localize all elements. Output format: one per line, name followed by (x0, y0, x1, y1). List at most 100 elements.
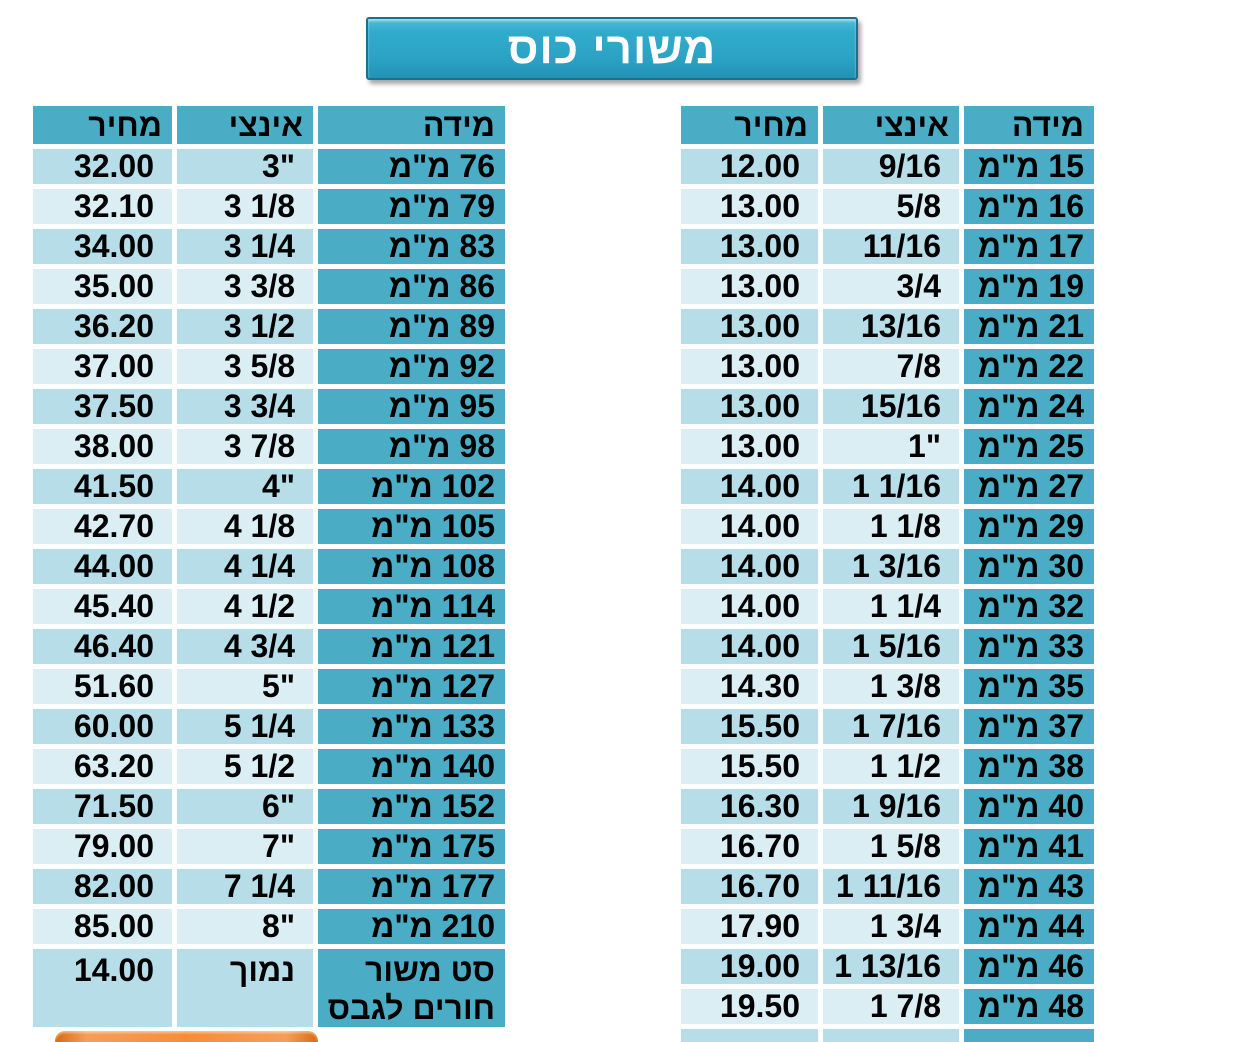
table-row (681, 1029, 1094, 1042)
table-row: 24 מ"מ 15/16 13.00 (681, 389, 1094, 424)
size-cell: 24 מ"מ (964, 389, 1094, 424)
table-row: 38 מ"מ 1 1/2 15.50 (681, 749, 1094, 784)
price-cell: 13.00 (681, 189, 818, 224)
price-cell: 85.00 (33, 909, 172, 944)
header-size: מידה (318, 106, 505, 144)
size-cell: 152 מ"מ (318, 789, 505, 824)
table-row: 133 מ"מ 5 1/4 60.00 (33, 709, 505, 744)
inch-cell: 1 13/16 (823, 949, 959, 984)
price-cell: 46.40 (33, 629, 172, 664)
table-header-row: מידה אינצי מחיר (33, 106, 505, 144)
inch-cell: 3 7/8 (177, 429, 313, 464)
inch-cell: 5/8 (823, 189, 959, 224)
table-row: 16 מ"מ 5/8 13.00 (681, 189, 1094, 224)
price-cell: 14.00 (681, 589, 818, 624)
size-cell: 35 מ"מ (964, 669, 1094, 704)
table-row: 41 מ"מ 1 5/8 16.70 (681, 829, 1094, 864)
size-cell: 41 מ"מ (964, 829, 1094, 864)
size-cell: 89 מ"מ (318, 309, 505, 344)
price-cell: 13.00 (681, 309, 818, 344)
price-cell: 37.50 (33, 389, 172, 424)
inch-cell: 4" (177, 469, 313, 504)
table-row: 46 מ"מ 1 13/16 19.00 (681, 949, 1094, 984)
orange-banner-top (55, 1031, 318, 1042)
size-cell: 43 מ"מ (964, 869, 1094, 904)
size-cell: 108 מ"מ (318, 549, 505, 584)
price-cell: 60.00 (33, 709, 172, 744)
price-cell: 17.90 (681, 909, 818, 944)
inch-cell: 8" (177, 909, 313, 944)
inch-cell: 3 3/4 (177, 389, 313, 424)
size-cell: 175 מ"מ (318, 829, 505, 864)
price-cell: 38.00 (33, 429, 172, 464)
price-cell: 14.00 (681, 469, 818, 504)
price-cell: 32.10 (33, 189, 172, 224)
inch-cell: 3" (177, 149, 313, 184)
price-cell: 45.40 (33, 589, 172, 624)
hole-saw-table-small-sizes: מידה אינצי מחיר 15 מ"מ 9/16 12.00 16 מ"מ 5/8… (676, 101, 1099, 1042)
table-row: 95 מ"מ 3 3/4 37.50 (33, 389, 505, 424)
inch-cell: 4 1/4 (177, 549, 313, 584)
inch-cell: 6" (177, 789, 313, 824)
inch-cell: 1 1/16 (823, 469, 959, 504)
price-cell: 19.50 (681, 989, 818, 1024)
size-cell: 102 מ"מ (318, 469, 505, 504)
header-inch: אינצי (823, 106, 959, 144)
size-cell: 98 מ"מ (318, 429, 505, 464)
table-row: 15 מ"מ 9/16 12.00 (681, 149, 1094, 184)
table-row: 25 מ"מ 1" 13.00 (681, 429, 1094, 464)
table-row: 79 מ"מ 3 1/8 32.10 (33, 189, 505, 224)
price-cell: 19.00 (681, 949, 818, 984)
price-cell: 14.00 (681, 629, 818, 664)
price-cell: 36.20 (33, 309, 172, 344)
price-cell: 13.00 (681, 349, 818, 384)
inch-cell: 9/16 (823, 149, 959, 184)
hole-saw-table-large-sizes: מידה אינצי מחיר 76 מ"מ 3" 32.00 79 מ"מ 3 1/8… (28, 101, 510, 1032)
price-cell: 79.00 (33, 829, 172, 864)
price-cell: 63.20 (33, 749, 172, 784)
size-cell: 95 מ"מ (318, 389, 505, 424)
size-cell: 140 מ"מ (318, 749, 505, 784)
table-row: 86 מ"מ 3 3/8 35.00 (33, 269, 505, 304)
table-row: 210 מ"מ 8" 85.00 (33, 909, 505, 944)
size-cell: סט משור חורים לגבס (318, 949, 505, 1027)
size-cell: 86 מ"מ (318, 269, 505, 304)
price-cell: 16.70 (681, 829, 818, 864)
table-body: 76 מ"מ 3" 32.00 79 מ"מ 3 1/8 32.10 83 מ"מ 3 1/4… (33, 149, 505, 1027)
price-cell: 71.50 (33, 789, 172, 824)
table-row: 127 מ"מ 5" 51.60 (33, 669, 505, 704)
size-cell: 121 מ"מ (318, 629, 505, 664)
size-cell: 16 מ"מ (964, 189, 1094, 224)
inch-cell: 3 3/8 (177, 269, 313, 304)
header-price: מחיר (681, 106, 818, 144)
inch-cell: 1 11/16 (823, 869, 959, 904)
price-cell: 44.00 (33, 549, 172, 584)
size-cell: 22 מ"מ (964, 349, 1094, 384)
size-cell: 19 מ"מ (964, 269, 1094, 304)
size-cell: 79 מ"מ (318, 189, 505, 224)
inch-cell: 5 1/2 (177, 749, 313, 784)
size-cell: 29 מ"מ (964, 509, 1094, 544)
inch-cell: 1 7/8 (823, 989, 959, 1024)
size-cell: 114 מ"מ (318, 589, 505, 624)
table-row: 37 מ"מ 1 7/16 15.50 (681, 709, 1094, 744)
price-cell: 35.00 (33, 269, 172, 304)
size-cell: 83 מ"מ (318, 229, 505, 264)
inch-cell: 7" (177, 829, 313, 864)
table-row: 17 מ"מ 11/16 13.00 (681, 229, 1094, 264)
size-cell: 44 מ"מ (964, 909, 1094, 944)
price-cell: 16.30 (681, 789, 818, 824)
table-row: 40 מ"מ 1 9/16 16.30 (681, 789, 1094, 824)
price-cell: 15.50 (681, 749, 818, 784)
inch-cell: 3 1/4 (177, 229, 313, 264)
table-row: 19 מ"מ 3/4 13.00 (681, 269, 1094, 304)
inch-cell: 3 1/8 (177, 189, 313, 224)
price-cell: 13.00 (681, 269, 818, 304)
price-cell: 14.00 (681, 549, 818, 584)
size-cell (964, 1029, 1094, 1042)
inch-cell: 4 1/2 (177, 589, 313, 624)
inch-cell: 3 1/2 (177, 309, 313, 344)
table-row: 76 מ"מ 3" 32.00 (33, 149, 505, 184)
inch-cell: נמוך (177, 949, 313, 1027)
